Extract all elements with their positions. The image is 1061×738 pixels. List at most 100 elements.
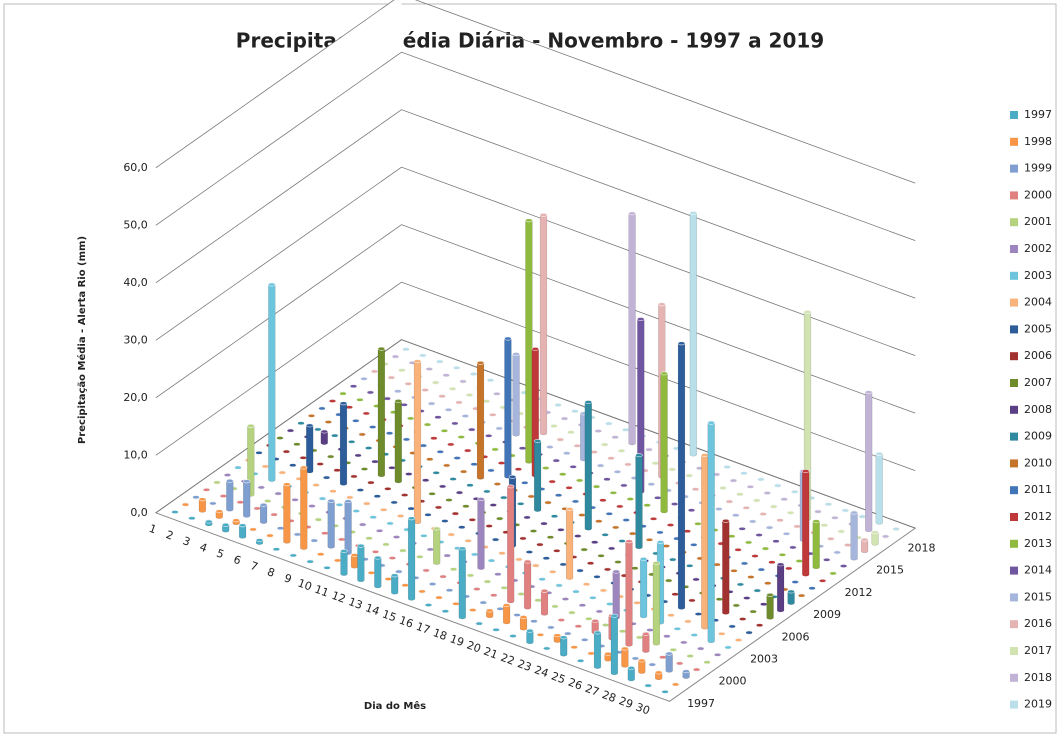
- bar-top: [575, 478, 584, 483]
- bar-top: [791, 580, 799, 584]
- bar-top: [607, 546, 616, 551]
- bar-top: [432, 470, 440, 475]
- bar-top: [644, 683, 652, 688]
- bar-top: [703, 660, 711, 665]
- bar-top: [618, 629, 627, 634]
- bar: [413, 359, 422, 524]
- bar-top: [458, 525, 466, 530]
- bar-top: [555, 583, 563, 588]
- bar-top: [370, 369, 379, 374]
- bar-top: [586, 561, 595, 566]
- bar-top: [755, 623, 764, 628]
- bar-top: [464, 538, 472, 543]
- legend-label: 2011: [1024, 483, 1052, 496]
- bar-top: [604, 651, 612, 656]
- bar-top: [744, 540, 753, 545]
- legend-swatch: [1010, 405, 1018, 414]
- x-tick-label: 23: [516, 657, 534, 674]
- bar-top: [757, 567, 766, 572]
- bar-top: [701, 453, 709, 458]
- bar-top: [516, 501, 525, 506]
- bar-top: [487, 468, 495, 473]
- bar-top: [529, 529, 538, 533]
- bar-top: [439, 574, 447, 579]
- bar-top: [364, 446, 373, 450]
- bar-top: [525, 218, 533, 223]
- bar-top: [647, 482, 655, 487]
- bar-top: [443, 463, 451, 468]
- bar-top: [272, 547, 281, 552]
- bar-top: [539, 212, 548, 217]
- bar-top: [740, 471, 748, 476]
- bar-top: [232, 518, 240, 523]
- bar-top: [498, 551, 506, 556]
- x-tick-label: 25: [550, 669, 568, 686]
- bar-top: [570, 645, 578, 650]
- bar-top: [593, 574, 601, 579]
- bar-top: [671, 682, 680, 687]
- bar-top: [729, 478, 738, 483]
- bar-top: [582, 582, 591, 587]
- bar-top: [453, 365, 461, 370]
- bar-top: [323, 565, 331, 570]
- legend-label: 1997: [1024, 108, 1052, 121]
- bar-top: [401, 583, 409, 588]
- bar-top: [356, 488, 365, 492]
- bar-top: [613, 469, 622, 474]
- bar-top: [793, 524, 801, 529]
- bar-top: [561, 597, 570, 601]
- z-tick-label: 2003: [750, 652, 778, 665]
- bar-top: [362, 411, 370, 416]
- bar-top: [694, 612, 703, 616]
- bar: [534, 439, 542, 512]
- side-wall: [155, 0, 402, 513]
- bar-top: [723, 465, 731, 469]
- bar: [476, 361, 485, 480]
- bar-top: [751, 554, 759, 558]
- bar-top: [198, 497, 207, 502]
- bar-top: [394, 398, 402, 403]
- bar-top: [449, 567, 458, 572]
- bar-top: [407, 516, 416, 521]
- bar-top: [789, 545, 797, 550]
- bar-top: [669, 647, 677, 652]
- bar-top: [374, 555, 382, 560]
- bar-top: [790, 489, 799, 494]
- bar: [339, 401, 348, 486]
- bar-top: [489, 503, 497, 507]
- bar-top: [486, 608, 494, 613]
- bar-top: [667, 613, 675, 618]
- bar-top: [673, 626, 682, 631]
- legend-label: 2001: [1024, 215, 1052, 228]
- bar-top: [675, 661, 684, 666]
- bar-top: [658, 302, 666, 307]
- bar-top: [569, 464, 577, 469]
- bar-top: [387, 375, 396, 380]
- bar: [268, 282, 276, 482]
- bar-top: [289, 553, 297, 558]
- bar-top: [814, 509, 822, 514]
- bar-top: [369, 425, 377, 429]
- bar-top: [339, 401, 348, 406]
- bar-top: [479, 600, 487, 605]
- bar-top: [514, 467, 523, 472]
- bar-top: [576, 568, 584, 573]
- bar-top: [438, 394, 446, 399]
- bar-top: [371, 549, 380, 554]
- bar-top: [692, 577, 700, 582]
- bar-top: [312, 483, 320, 487]
- bar-top: [490, 593, 498, 598]
- bar-top: [300, 465, 308, 470]
- legend-label: 2016: [1024, 617, 1052, 630]
- bar-top: [264, 499, 272, 503]
- bar-top: [766, 592, 774, 597]
- bar-top: [628, 531, 637, 536]
- bar-top: [451, 421, 459, 426]
- bar: [327, 499, 335, 549]
- bar-top: [617, 448, 626, 453]
- bar-top: [455, 490, 464, 495]
- bar-top: [407, 506, 415, 511]
- y-axis-title: Precipitação Média - Alerta Rio (mm): [76, 236, 88, 444]
- bar-top: [540, 588, 549, 593]
